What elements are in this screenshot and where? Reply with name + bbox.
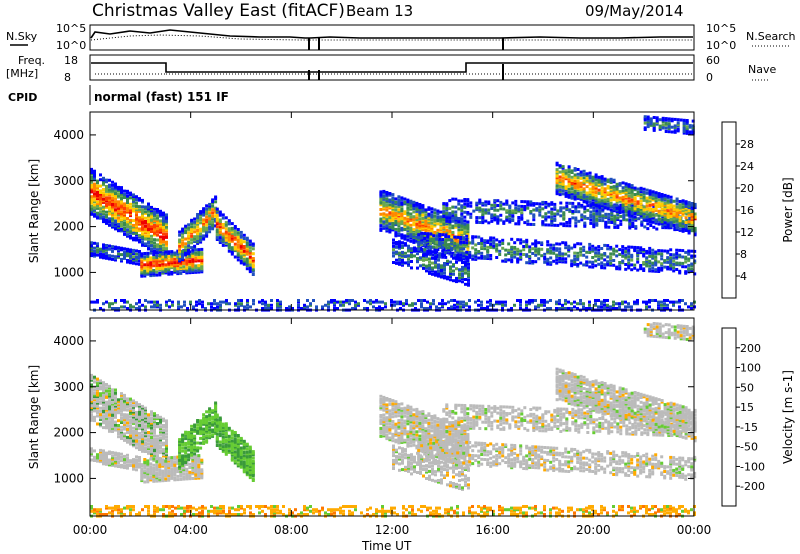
colorbar-tick-label: -200 (740, 480, 765, 493)
x-axis-label: Time UT (361, 539, 412, 553)
velocity-ylabel: Slant Range [km] (27, 365, 41, 469)
noise-tick-right-bottom: 10^0 (706, 39, 736, 52)
velocity-ytick-label: 3000 (53, 380, 84, 394)
colorbar-frame (721, 327, 737, 507)
x-tick-label: 00:00 (677, 523, 712, 537)
title: Christmas Valley East (fitACF) (92, 1, 345, 21)
power-panel: 1000 2000 3000 4000 Slant Range [km] (27, 111, 697, 312)
colorbar-tick-label: 20 (740, 182, 754, 195)
nsearch-trace (90, 34, 693, 41)
velocity-panel: 1000 2000 3000 4000 Slant Range [km] (27, 317, 697, 518)
x-tick-label: 00:00 (73, 523, 108, 537)
nave-tick-top: 60 (706, 54, 720, 67)
power-ytick-label: 2000 (53, 220, 84, 234)
nave-tick-bottom: 0 (706, 71, 713, 84)
freq-trace (91, 62, 693, 73)
colorbar-tick-label: -100 (740, 460, 765, 473)
colorbar-tick-label: -50 (740, 441, 758, 454)
power-ytick-label: 4000 (53, 128, 84, 142)
x-tick-label: 04:00 (173, 523, 208, 537)
velocity-colorbar: 200 100 50 15 -15 -50 -100 -200 Velocity [m s-1] (721, 327, 795, 507)
colorbar-tick-label: 15 (740, 401, 754, 414)
velocity-ytick-label: 2000 (53, 426, 84, 440)
colorbar-frame (721, 121, 737, 299)
colorbar-tick-label: -15 (740, 421, 758, 434)
x-axis: 00:00 04:00 08:00 12:00 16:00 20:00 00:00 (73, 523, 712, 537)
power-colorbar: 4 8 12 16 20 24 28 Power [dB] (721, 121, 795, 299)
cpid-label: CPID (8, 91, 37, 104)
freq-tick-top: 18 (64, 54, 78, 67)
noise-panel (89, 24, 695, 51)
colorbar-tick-label: 4 (740, 270, 747, 283)
power-ytick-label: 1000 (53, 265, 84, 279)
colorbar-tick-label: 50 (740, 381, 754, 394)
noise-tick-left-bottom: 10^0 (56, 39, 86, 52)
beam-label: Beam 13 (346, 2, 413, 20)
x-tick-label: 08:00 (274, 523, 309, 537)
colorbar-label: Velocity [m s-1] (781, 370, 795, 464)
x-tick-label: 20:00 (576, 523, 611, 537)
freq-label: Freq. (18, 54, 45, 67)
colorbar-tick-label: 100 (740, 362, 761, 375)
colorbar-tick-label: 8 (740, 248, 747, 261)
colorbar-label: Power [dB] (781, 177, 795, 242)
freq-panel (89, 54, 695, 81)
colorbar-tick-label: 12 (740, 226, 754, 239)
freq-unit: [MHz] (6, 67, 38, 80)
date-label: 09/May/2014 (585, 2, 683, 20)
colorbar-tick-label: 24 (740, 160, 754, 173)
x-tick-label: 16:00 (475, 523, 510, 537)
cpid-value: normal (fast) 151 IF (94, 90, 229, 104)
power-ylabel: Slant Range [km] (27, 159, 41, 263)
noise-tick-right-top: 10^5 (706, 22, 736, 35)
power-ytick-label: 3000 (53, 174, 84, 188)
velocity-ytick-label: 4000 (53, 334, 84, 348)
power-echoes (90, 115, 697, 312)
x-tick-label: 12:00 (375, 523, 410, 537)
colorbar-tick-label: 200 (740, 342, 761, 355)
velocity-ytick-label: 1000 (53, 471, 84, 485)
colorbar-tick-label: 28 (740, 138, 754, 151)
nsky-trace (90, 29, 693, 39)
colorbar-tick-label: 16 (740, 204, 754, 217)
freq-tick-bottom: 8 (64, 71, 71, 84)
nsky-label: N.Sky (6, 30, 38, 43)
nave-label: Nave (748, 63, 776, 76)
nsearch-label: N.Search (746, 30, 796, 43)
noise-tick-left-top: 10^5 (56, 22, 86, 35)
